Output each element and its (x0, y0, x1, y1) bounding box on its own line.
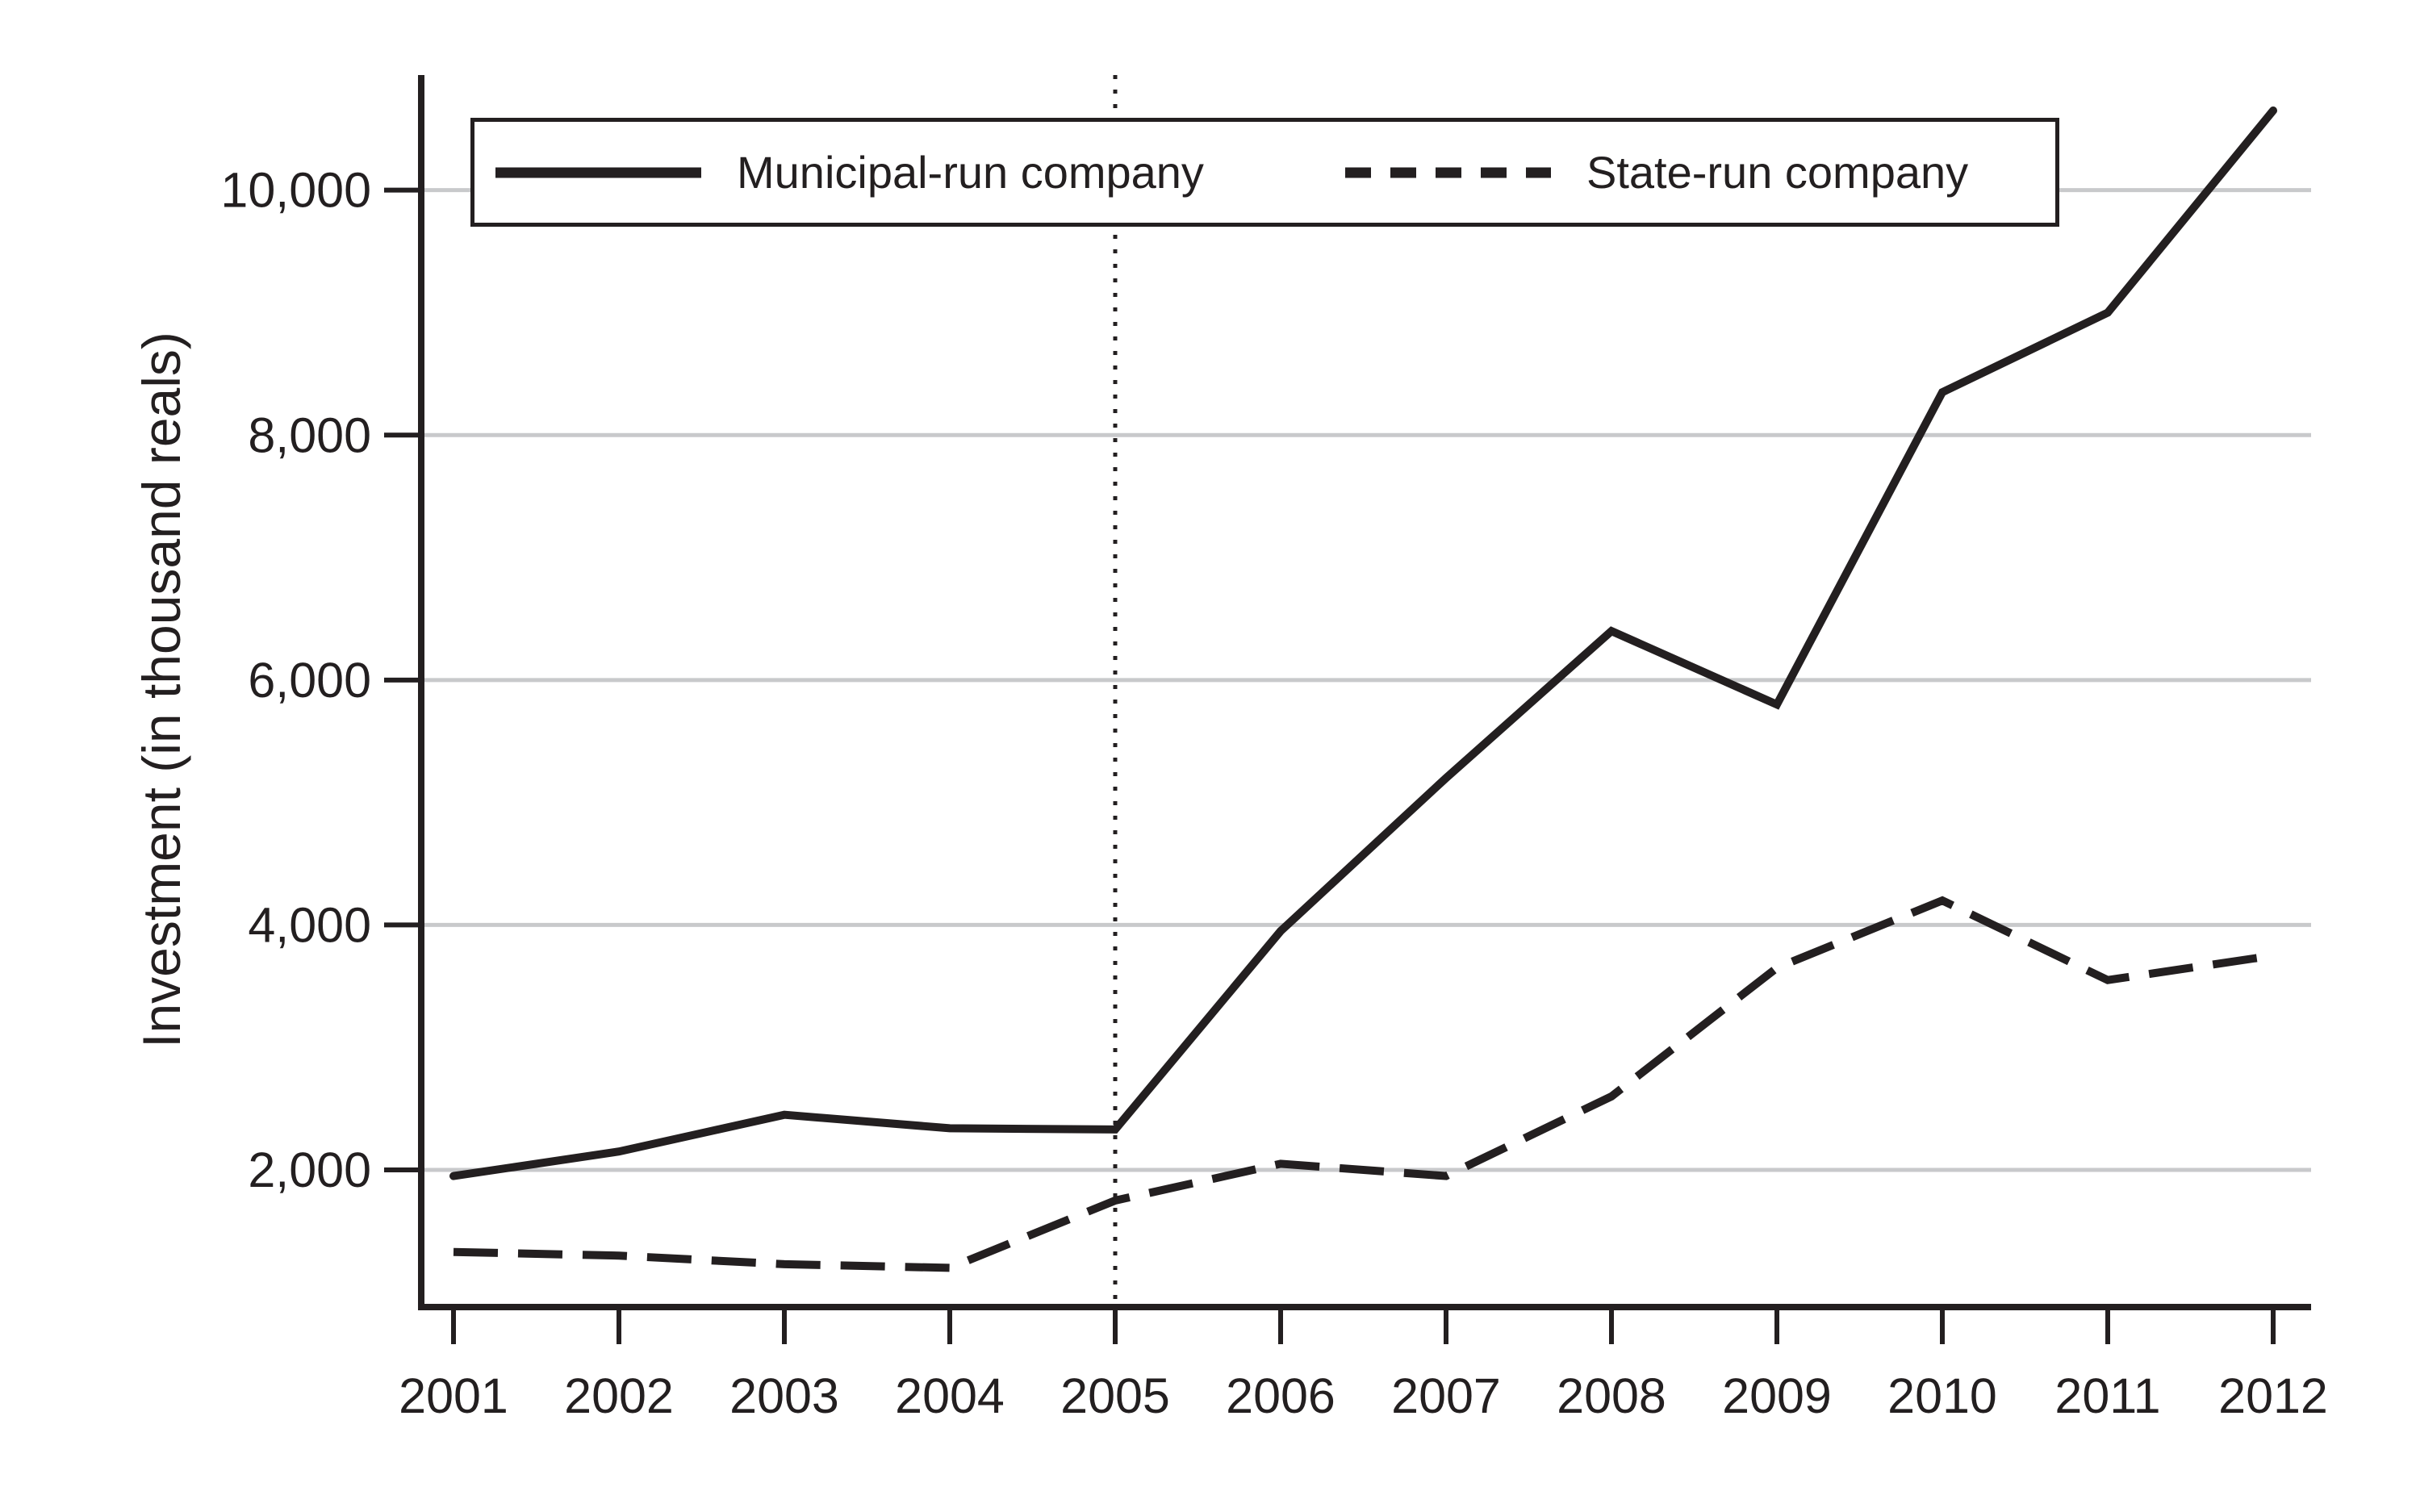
series-line-municipal (449, 107, 2277, 1180)
y-axis-title: Investment (in thousand reals) (132, 332, 191, 1048)
x-tick-label: 2011 (2054, 1368, 2160, 1423)
legend-line-dashed (1345, 167, 1551, 178)
x-tick-label: 2002 (564, 1368, 674, 1423)
y-tick-label: 8,000 (248, 407, 371, 462)
y-tick-label: 2,000 (248, 1142, 371, 1197)
x-tick-label: 2012 (2218, 1368, 2328, 1423)
legend-entry-state: State-run company (1345, 122, 1968, 223)
legend-label-state: State-run company (1586, 147, 1969, 198)
y-tick-label: 6,000 (248, 653, 371, 708)
x-tick-label: 2007 (1391, 1368, 1501, 1423)
x-tick-label: 2004 (895, 1368, 1005, 1423)
legend-entry-municipal: Municipal-run company (495, 122, 1204, 223)
series-line-state (453, 896, 2274, 1272)
x-tick-label: 2006 (1226, 1368, 1335, 1423)
x-tick-label: 2005 (1060, 1368, 1170, 1423)
x-tick-label: 2008 (1557, 1368, 1666, 1423)
x-tick-label: 2003 (729, 1368, 839, 1423)
x-tick-label: 2010 (1887, 1368, 1997, 1423)
legend: Municipal-run company State-run company (470, 118, 2059, 227)
x-tick-label: 2001 (399, 1368, 508, 1423)
y-tick-label: 4,000 (248, 897, 371, 952)
x-tick-label: 2009 (1722, 1368, 1832, 1423)
legend-label-municipal: Municipal-run company (737, 147, 1204, 198)
y-tick-label: 10,000 (220, 163, 371, 218)
legend-line-solid (495, 167, 701, 178)
